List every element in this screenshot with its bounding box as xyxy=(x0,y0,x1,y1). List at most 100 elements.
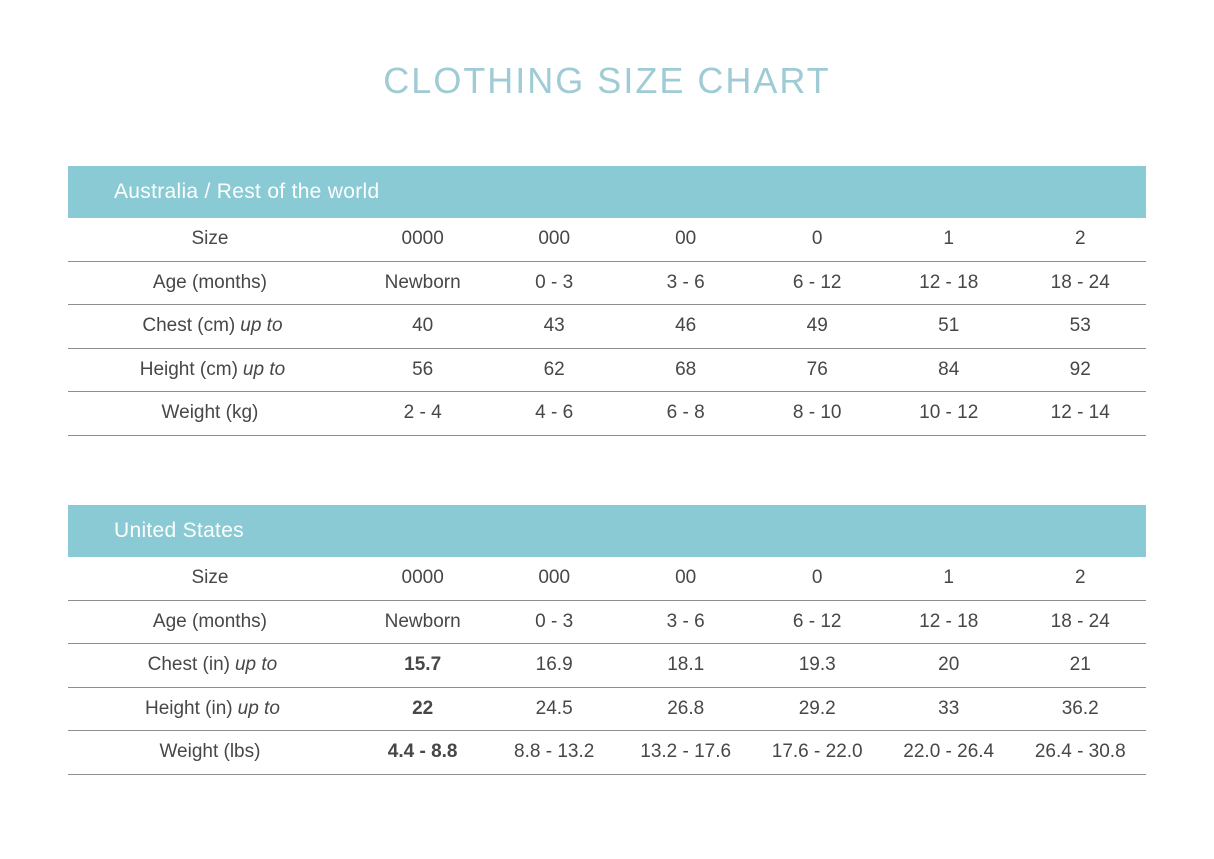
cell-value: 00 xyxy=(619,218,752,262)
cell-value: 2 xyxy=(1014,218,1146,262)
cell-value: 40 xyxy=(356,304,489,349)
row-label: Size xyxy=(191,567,229,589)
cell-value: 62 xyxy=(488,348,620,392)
cell-value: 16.9 xyxy=(488,643,620,688)
cell-value: 21 xyxy=(1014,643,1146,688)
cell-value: 0000 xyxy=(356,218,489,262)
row-label-cell: Chest (cm) up to xyxy=(68,304,357,349)
cell-value: 51 xyxy=(882,304,1015,349)
cell-value: 12 - 18 xyxy=(882,600,1015,644)
table-region-title: Australia / Rest of the world xyxy=(114,180,380,203)
table-row: Height (cm) up to 56 62 68 76 84 92 xyxy=(68,348,1146,392)
row-label-cell: Weight (lbs) xyxy=(68,730,357,775)
cell-value: 6 - 12 xyxy=(751,600,883,644)
row-label: Age (months) xyxy=(152,610,267,632)
cell-value: 6 - 8 xyxy=(619,391,752,436)
row-label: Height (in) xyxy=(144,697,233,719)
cell-value: 68 xyxy=(619,348,752,392)
size-grid-body: Size 0000 000 00 0 1 2 Age (months) Newborn 0 … xyxy=(68,218,1146,436)
row-label-cell: Size xyxy=(68,557,357,601)
cell-value: 76 xyxy=(751,348,883,392)
size-grid: Size 0000 000 00 0 1 2 Age (months) Newborn 0 … xyxy=(68,557,1146,775)
row-label: Weight (kg) xyxy=(161,402,259,424)
size-grid: Size 0000 000 00 0 1 2 Age (months) Newborn 0 … xyxy=(68,218,1146,436)
cell-value: 0000 xyxy=(356,557,489,601)
cell-value: 26.4 - 30.8 xyxy=(1014,730,1146,775)
cell-value: Newborn xyxy=(356,600,489,644)
row-label-qualifier: up to xyxy=(242,358,286,380)
cell-value: 26.8 xyxy=(619,687,752,731)
cell-value: 4.4 - 8.8 xyxy=(356,730,489,775)
table-row: Size 0000 000 00 0 1 2 xyxy=(68,557,1146,601)
page-title: CLOTHING SIZE CHART xyxy=(383,60,831,101)
cell-value: 0 - 3 xyxy=(488,600,620,644)
cell-value: 29.2 xyxy=(751,687,883,731)
cell-value: 0 xyxy=(751,557,883,601)
row-label-cell: Size xyxy=(68,218,357,262)
cell-value: 6 - 12 xyxy=(751,261,883,305)
row-label-qualifier: up to xyxy=(234,654,278,676)
row-label-cell: Chest (in) up to xyxy=(68,643,357,688)
row-label: Chest (in) xyxy=(147,654,230,676)
cell-value: 20 xyxy=(882,643,1015,688)
cell-value: 4 - 6 xyxy=(488,391,620,436)
table-row: Height (in) up to 22 24.5 26.8 29.2 33 36.2 xyxy=(68,687,1146,731)
table-header-band: Australia / Rest of the world xyxy=(68,166,1146,218)
cell-value: Newborn xyxy=(356,261,489,305)
cell-value: 00 xyxy=(619,557,752,601)
table-region-title: United States xyxy=(114,519,244,542)
table-header-band: United States xyxy=(68,505,1146,557)
size-table: United States Size 0000 000 00 0 1 2 Age (mon… xyxy=(68,505,1146,775)
row-label-cell: Age (months) xyxy=(68,600,357,644)
row-label-cell: Weight (kg) xyxy=(68,391,357,436)
row-label-qualifier: up to xyxy=(240,315,283,337)
cell-value: 36.2 xyxy=(1014,687,1146,731)
row-label-cell: Height (cm) up to xyxy=(68,348,357,392)
cell-value: 000 xyxy=(488,557,620,601)
row-label: Size xyxy=(191,228,229,250)
cell-value: 56 xyxy=(356,348,489,392)
cell-value: 53 xyxy=(1014,304,1146,349)
cell-value: 43 xyxy=(488,304,620,349)
cell-value: 22 xyxy=(356,687,489,731)
cell-value: 8 - 10 xyxy=(751,391,883,436)
cell-value: 1 xyxy=(882,218,1015,262)
table-slot-australia: Australia / Rest of the world Size 0000 0… xyxy=(68,166,1146,436)
cell-value: 19.3 xyxy=(751,643,883,688)
size-table: Australia / Rest of the world Size 0000 0… xyxy=(68,166,1146,436)
row-label: Age (months) xyxy=(152,271,267,293)
cell-value: 92 xyxy=(1014,348,1146,392)
cell-value: 22.0 - 26.4 xyxy=(882,730,1015,775)
table-row: Weight (lbs) 4.4 - 8.8 8.8 - 13.2 13.2 - 1… xyxy=(68,730,1146,775)
cell-value: 18.1 xyxy=(619,643,752,688)
cell-value: 15.7 xyxy=(356,643,489,688)
row-label: Height (cm) xyxy=(139,358,238,380)
cell-value: 24.5 xyxy=(488,687,620,731)
row-label: Chest (cm) xyxy=(142,315,236,337)
table-row: Chest (cm) up to 40 43 46 49 51 53 xyxy=(68,304,1146,349)
cell-value: 2 - 4 xyxy=(356,391,489,436)
table-row: Chest (in) up to 15.7 16.9 18.1 19.3 20 21 xyxy=(68,643,1146,688)
cell-value: 12 - 18 xyxy=(882,261,1015,305)
size-grid-body: Size 0000 000 00 0 1 2 Age (months) Newborn 0 … xyxy=(68,557,1146,775)
cell-value: 18 - 24 xyxy=(1014,261,1146,305)
cell-value: 46 xyxy=(619,304,752,349)
cell-value: 10 - 12 xyxy=(882,391,1015,436)
cell-value: 2 xyxy=(1014,557,1146,601)
cell-value: 17.6 - 22.0 xyxy=(751,730,883,775)
cell-value: 000 xyxy=(488,218,620,262)
table-row: Size 0000 000 00 0 1 2 xyxy=(68,218,1146,262)
cell-value: 84 xyxy=(882,348,1015,392)
row-label-cell: Height (in) up to xyxy=(68,687,357,731)
cell-value: 3 - 6 xyxy=(619,600,752,644)
cell-value: 0 xyxy=(751,218,883,262)
cell-value: 33 xyxy=(882,687,1015,731)
row-label-qualifier: up to xyxy=(237,697,280,719)
cell-value: 0 - 3 xyxy=(488,261,620,305)
cell-value: 49 xyxy=(751,304,883,349)
cell-value: 3 - 6 xyxy=(619,261,752,305)
cell-value: 12 - 14 xyxy=(1014,391,1146,436)
